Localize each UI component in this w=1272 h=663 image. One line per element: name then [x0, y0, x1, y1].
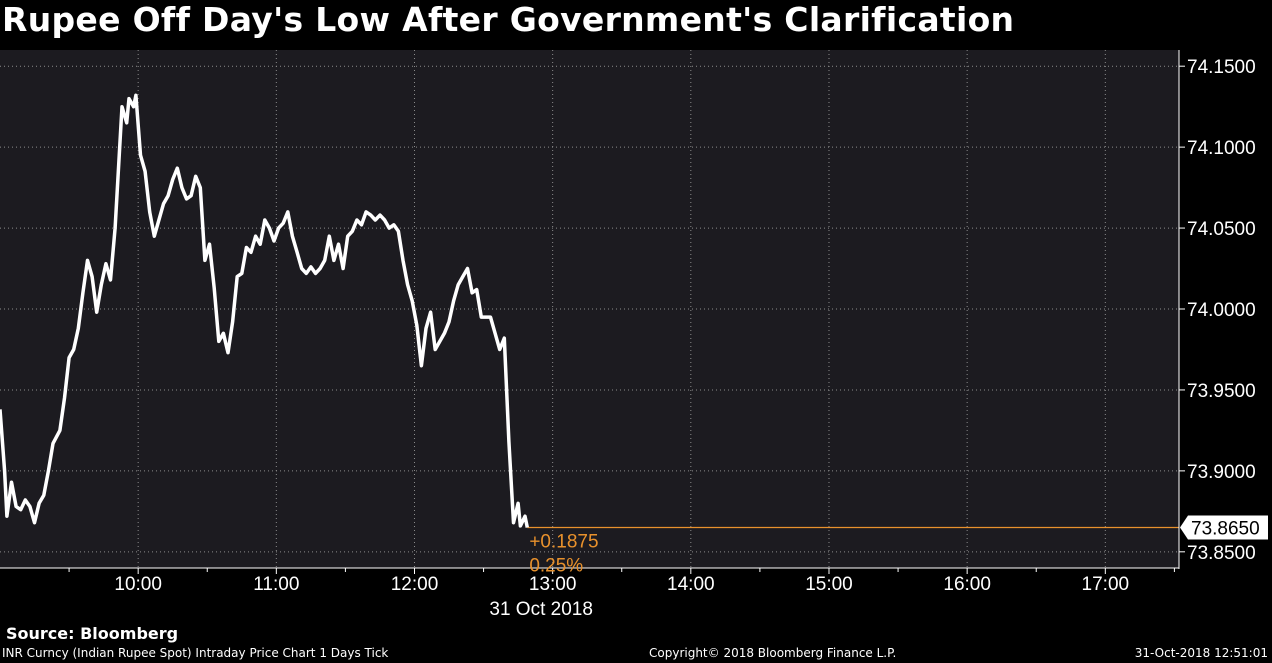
- last-value-tag: [1180, 515, 1268, 540]
- y-tick-label: 74.1500: [1187, 57, 1256, 78]
- y-tick-label: 73.8500: [1187, 543, 1256, 564]
- y-tick-label: 74.1000: [1187, 138, 1256, 159]
- chart-title: Rupee Off Day's Low After Government's C…: [2, 0, 1015, 39]
- x-tick-label: 14:00: [667, 574, 715, 595]
- grid-layer: [0, 50, 1179, 568]
- label-layer: 73.8650 +0.1875 0.25%: [529, 515, 1268, 577]
- x-axis: 10:00 11:00 12:00 13:00 14:00 15:00 16:00 17:00…: [0, 567, 1179, 620]
- source-label: Source: Bloomberg: [6, 624, 179, 643]
- price-series-line: [0, 93, 530, 528]
- footer-copyright: Copyright© 2018 Bloomberg Finance L.P.: [649, 646, 897, 660]
- footer-timestamp: 31-Oct-2018 12:51:01: [1134, 646, 1268, 660]
- x-tick-label: 10:00: [114, 574, 162, 595]
- y-axis: 74.1500 74.1000 74.0500 74.0000 73.9500 73.90…: [1178, 50, 1256, 569]
- x-tick-label: 11:00: [253, 574, 299, 595]
- last-value-label: 73.8650: [1191, 519, 1260, 540]
- line-layer: [0, 93, 530, 528]
- footer-description: INR Curncy (Indian Rupee Spot) Intraday …: [2, 646, 389, 660]
- x-tick-label: 12:00: [391, 574, 439, 595]
- change-pct-label: 0.25%: [529, 556, 583, 577]
- change-abs-label: +0.1875: [529, 532, 598, 553]
- y-tick-label: 73.9000: [1187, 462, 1256, 483]
- x-tick-label: 16:00: [943, 574, 991, 595]
- x-tick-label: 15:00: [805, 574, 853, 595]
- x-tick-label: 13:00: [529, 574, 577, 595]
- date-label: 31 Oct 2018: [489, 599, 593, 620]
- y-tick-label: 73.9500: [1187, 381, 1256, 402]
- x-tick-label: 17:00: [1082, 574, 1130, 595]
- y-tick-label: 74.0500: [1187, 219, 1256, 240]
- y-tick-label: 74.0000: [1187, 300, 1256, 321]
